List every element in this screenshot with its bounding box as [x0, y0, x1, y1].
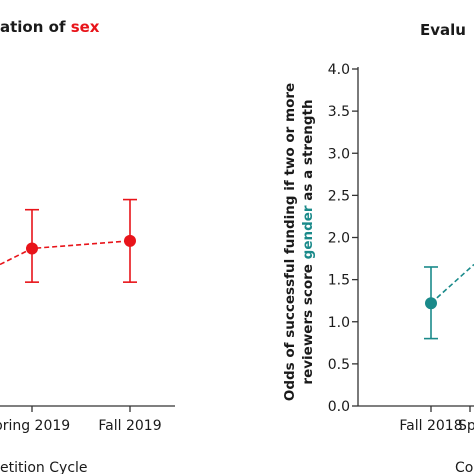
left-x-axis-label: etition Cycle — [0, 460, 88, 474]
right-y-axis-label-line2: reviewers score gender as a strength — [300, 99, 316, 384]
right-series-line — [430, 263, 474, 304]
right-y-tick-label: 3.0 — [328, 146, 350, 162]
ylabel-line2-prefix: reviewers score — [300, 259, 316, 384]
left-data-point — [26, 242, 38, 255]
right-y-tick-label: 2.5 — [328, 188, 350, 204]
right-y-tick-label: 4.0 — [328, 62, 350, 78]
right-chart-title: Evalu — [420, 21, 466, 39]
right-y-tick-label: 0.5 — [328, 357, 350, 373]
left-x-tick-label: Fall 2019 — [98, 418, 161, 434]
left-x-tick-label: pring 2019 — [0, 418, 70, 434]
left-title-text: ation of — [0, 18, 71, 36]
right-chart-panel: Evalu Odds of successful funding if two … — [282, 21, 474, 474]
right-x-tick-label: Fall 2018 — [399, 418, 462, 434]
left-chart-panel: ation of sex etition Cycle pring 2019 Fal… — [0, 18, 175, 474]
right-y-tick-label: 0.0 — [328, 399, 350, 415]
left-title-highlight: sex — [71, 18, 100, 36]
right-y-tick-label: 3.5 — [328, 104, 350, 120]
right-y-axis-label-line1: Odds of successful funding if two or mor… — [282, 83, 298, 401]
left-chart-title: ation of sex — [0, 18, 100, 36]
right-y-tick-label: 1.0 — [328, 315, 350, 331]
right-y-tick-label: 1.5 — [328, 273, 350, 289]
ylabel-line2-suffix: as a strength — [300, 99, 316, 205]
right-x-axis-label: Co — [455, 460, 473, 474]
ylabel-highlight: gender — [300, 205, 316, 259]
left-series-line — [0, 240, 131, 266]
right-data-point — [425, 297, 437, 310]
left-data-point — [124, 234, 136, 247]
right-y-tick-label: 2.0 — [328, 231, 350, 247]
right-x-tick-label: Spr — [458, 418, 474, 434]
